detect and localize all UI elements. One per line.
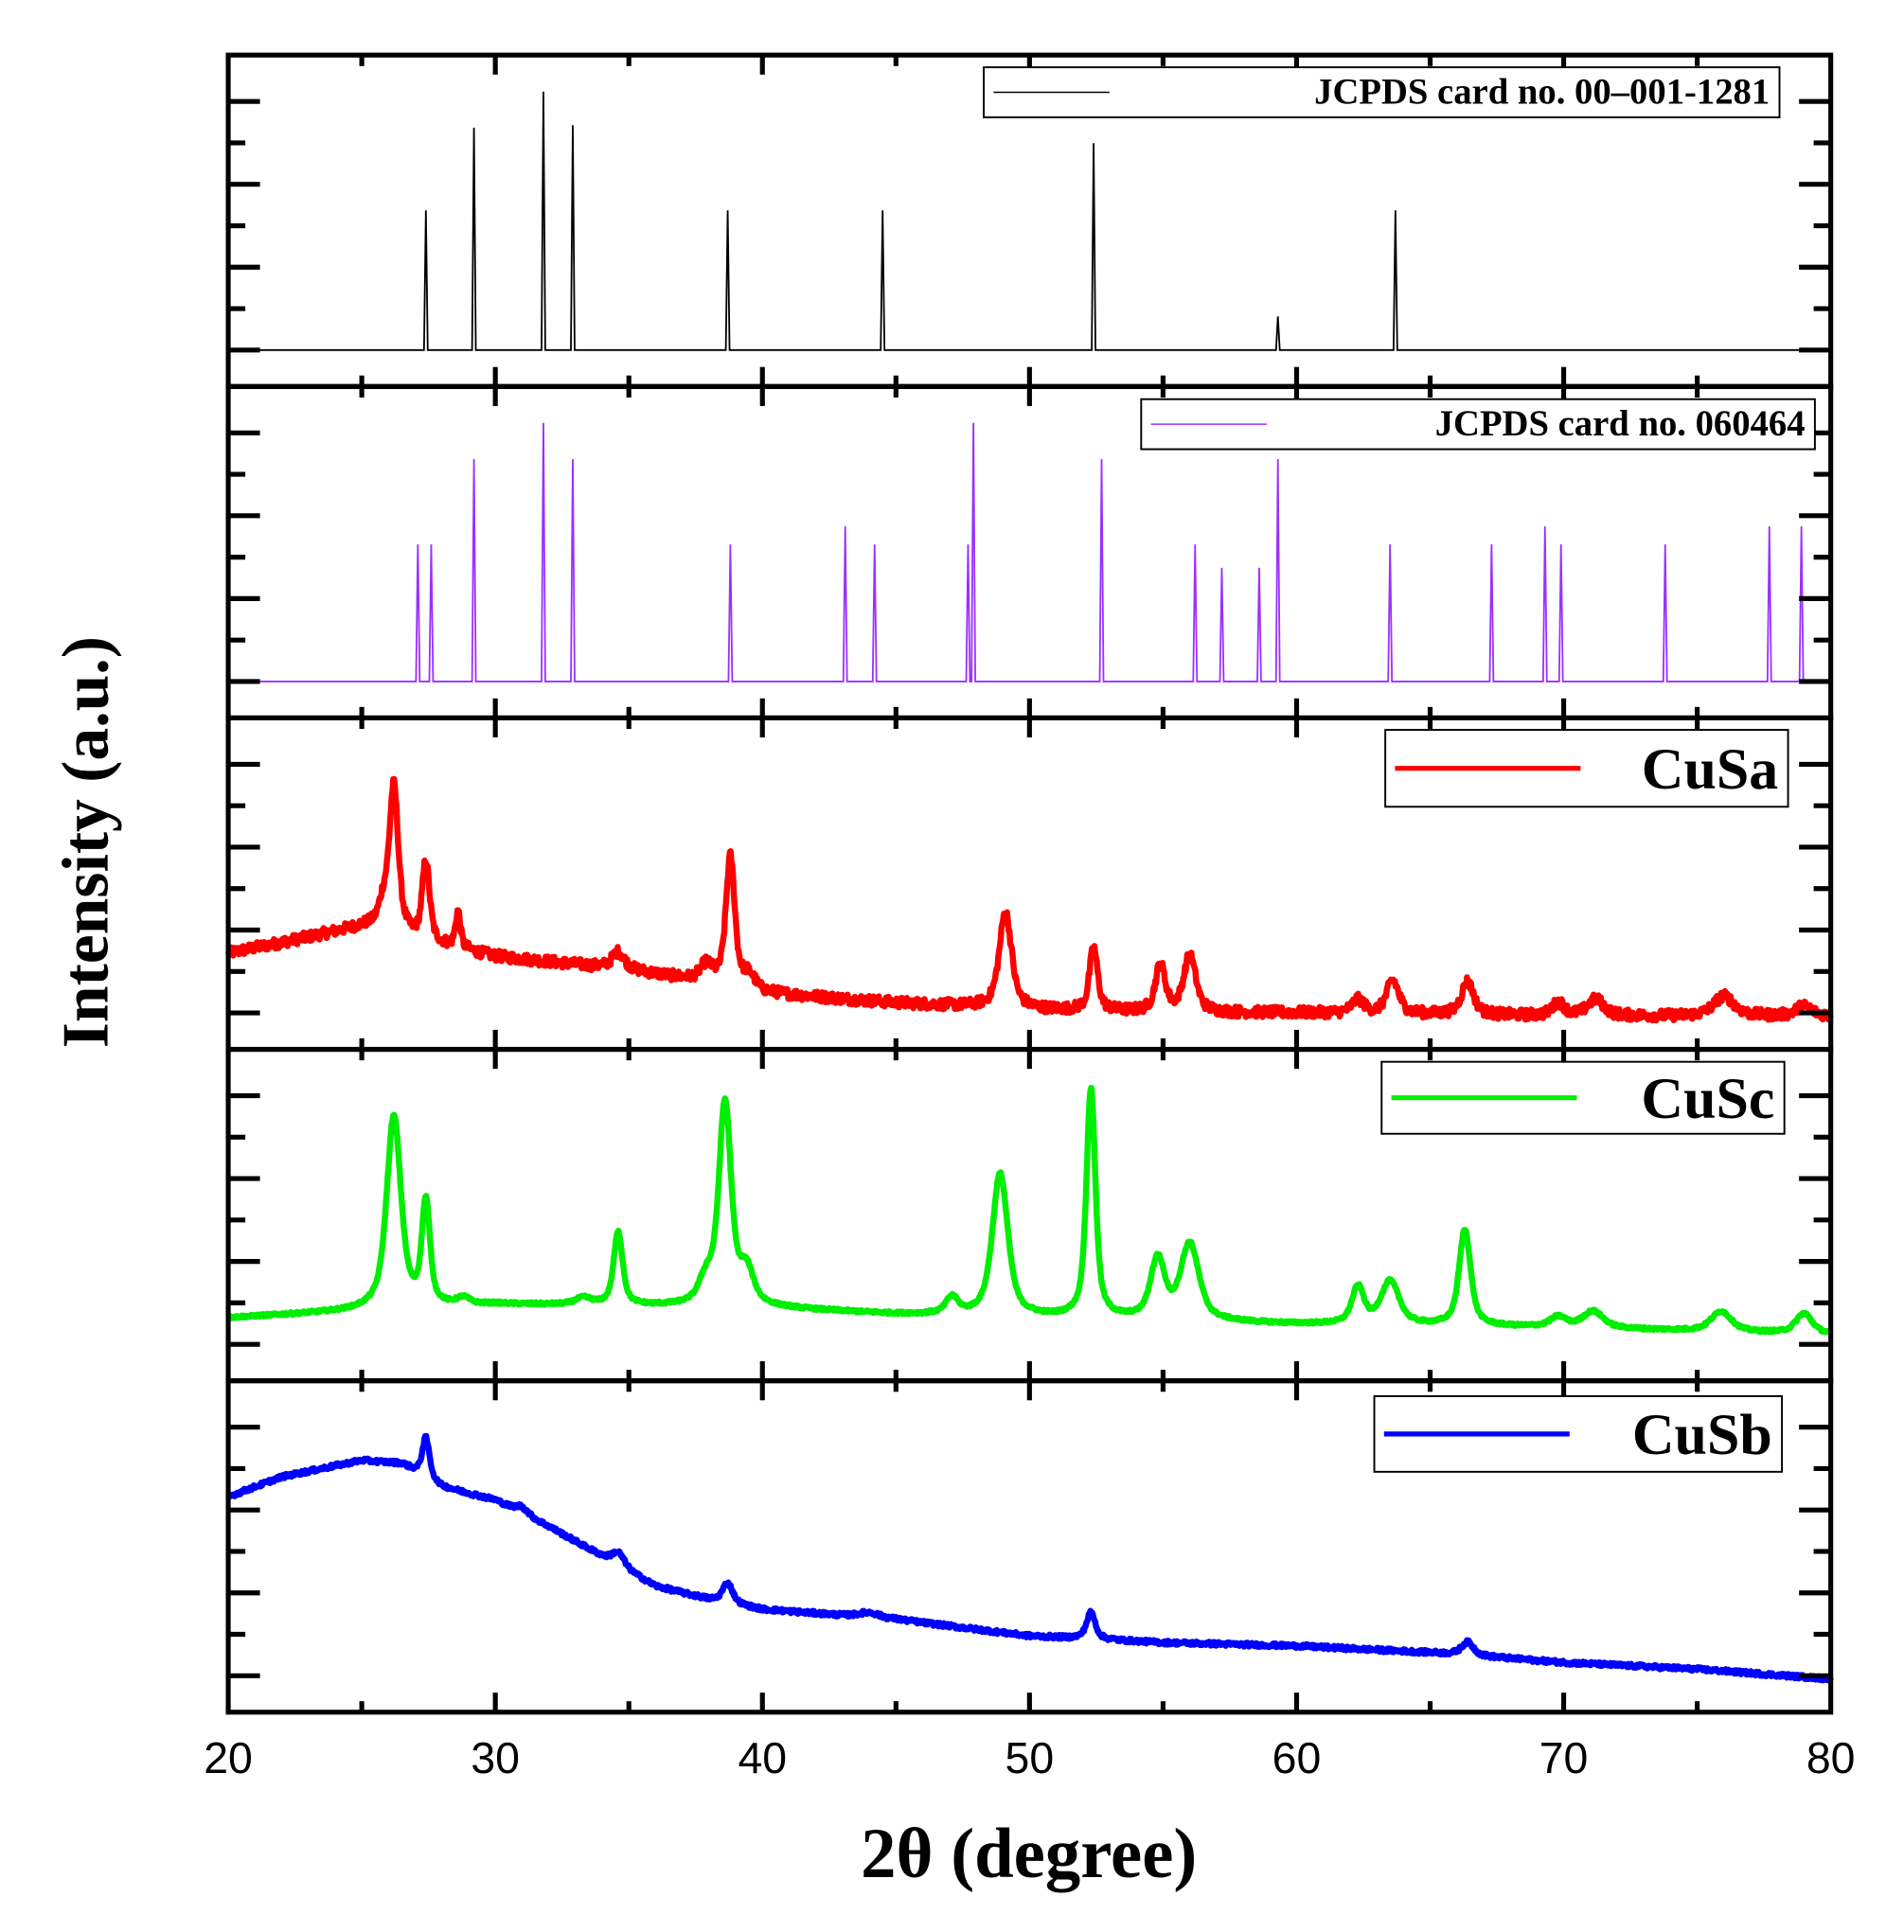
x-axis-title: 2θ (degree) bbox=[861, 1815, 1197, 1893]
legend: JCPDS card no. 00–001-1281 bbox=[983, 66, 1781, 118]
legend-label: JCPDS card no. 060464 bbox=[1435, 404, 1806, 444]
x-tick-label: 50 bbox=[1005, 1733, 1055, 1782]
sample-curve-cusb bbox=[225, 1432, 1834, 1684]
reference-pattern-line bbox=[242, 422, 1829, 682]
panel-jcpds-card-no-060464: JCPDS card no. 060464 bbox=[225, 383, 1834, 721]
x-tick-label: 70 bbox=[1539, 1733, 1589, 1782]
legend-label: CuSa bbox=[1642, 737, 1778, 802]
legend-box bbox=[983, 66, 1781, 118]
x-tick-label: 60 bbox=[1272, 1733, 1322, 1782]
panel-cusa: CuSa bbox=[224, 715, 1834, 1053]
panel-jcpds-card-no-00-001-1281: JCPDS card no. 00–001-1281 bbox=[225, 52, 1834, 389]
legend: CuSa bbox=[1384, 729, 1789, 808]
x-tick-labels: 20 30 40 50 60 70 80 bbox=[204, 1733, 1855, 1782]
x-tick-label: 30 bbox=[471, 1733, 520, 1782]
reference-pattern-line bbox=[242, 91, 1829, 351]
x-tick-label: 40 bbox=[738, 1733, 787, 1782]
legend: CuSc bbox=[1380, 1060, 1786, 1135]
legend-label: CuSb bbox=[1632, 1403, 1772, 1467]
legend-label: CuSc bbox=[1641, 1067, 1774, 1131]
x-tick-label: 80 bbox=[1806, 1733, 1856, 1782]
panel-cusb: CuSb bbox=[225, 1378, 1834, 1715]
sample-curve-cusc bbox=[225, 1084, 1833, 1336]
legend-label: JCPDS card no. 00–001-1281 bbox=[1314, 72, 1770, 112]
legend: JCPDS card no. 060464 bbox=[1140, 398, 1816, 451]
x-tick-label: 20 bbox=[204, 1733, 253, 1782]
legend-box bbox=[1140, 398, 1816, 451]
panel-cusc: CuSc bbox=[225, 1046, 1834, 1384]
panels: JCPDS card no. 00–001-1281 JCPDS card no.… bbox=[224, 52, 1834, 1715]
sample-curve-cusa bbox=[224, 775, 1834, 1024]
legend: CuSb bbox=[1373, 1394, 1784, 1473]
y-axis-title: Intensity (a.u.) bbox=[49, 636, 122, 1048]
